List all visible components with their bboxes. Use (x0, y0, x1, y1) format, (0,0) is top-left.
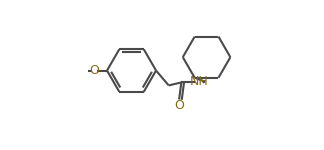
Text: O: O (89, 64, 99, 77)
Text: NH: NH (190, 75, 209, 88)
Text: O: O (174, 99, 184, 112)
